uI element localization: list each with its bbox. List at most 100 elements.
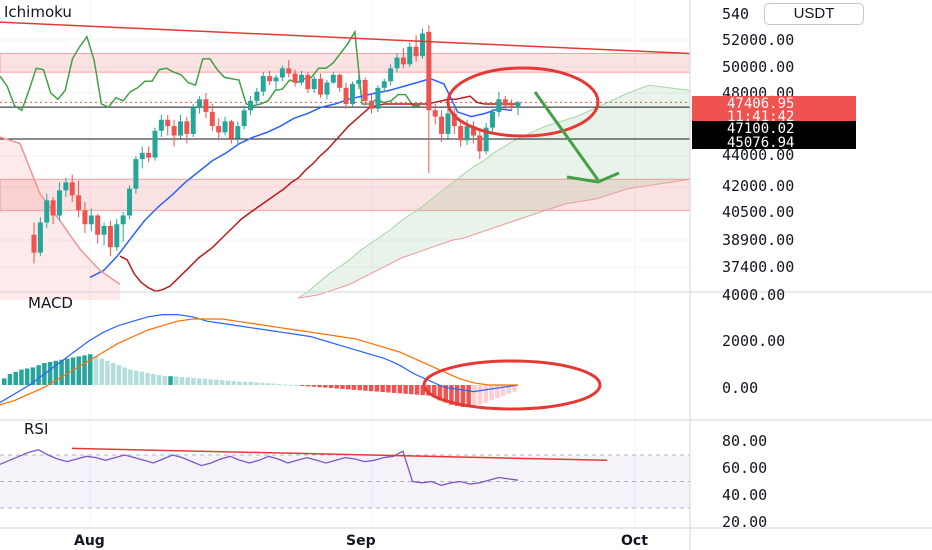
candle-body-57: [394, 57, 400, 69]
macd-bar-13: [76, 356, 82, 385]
macd-label: MACD: [28, 294, 73, 312]
macd-bar-10: [59, 359, 64, 385]
macd-bar-41: [237, 381, 242, 385]
candle-body-7: [76, 195, 82, 211]
candle-body-38: [273, 77, 279, 82]
candle-body-47: [330, 74, 336, 83]
macd-bar-33: [191, 377, 196, 385]
macd-bar-87: [500, 385, 506, 396]
ichimoku-pane[interactable]: [0, 21, 691, 300]
macd-bar-67: [386, 385, 391, 393]
macd-bar-75: [432, 385, 437, 396]
macd-bar-3: [19, 369, 24, 385]
macd-pane[interactable]: [0, 314, 602, 411]
price-tag-bg-last: [692, 96, 856, 110]
macd-bar-42: [242, 381, 248, 385]
candle-body-22: [171, 126, 177, 136]
macd-bar-56: [323, 385, 328, 388]
candle-body-11: [101, 226, 107, 235]
candle-body-72: [490, 111, 496, 128]
rsi-tick-3: 20.00: [722, 513, 767, 531]
macd-bar-70: [403, 385, 408, 394]
macd-bar-71: [409, 385, 414, 395]
candle-body-5: [63, 182, 69, 191]
macd-bar-69: [397, 385, 403, 394]
macd-bar-58: [334, 385, 340, 389]
candle-body-60: [413, 46, 419, 57]
cloud-left-fill: [0, 137, 120, 300]
macd-bar-72: [414, 385, 420, 395]
ichimoku-cloud: [297, 84, 691, 299]
macd-bar-32: [185, 377, 190, 385]
candle-body-17: [139, 152, 145, 160]
candle-body-40: [286, 68, 292, 74]
rsi-divergence-trend: [71, 447, 608, 462]
candle-body-62: [426, 31, 432, 111]
candle-body-70: [477, 135, 483, 152]
macd-bar-11: [65, 358, 70, 385]
candle-body-27: [203, 99, 209, 112]
macd-bar-9: [53, 360, 59, 385]
macd-bar-31: [179, 377, 185, 385]
macd-bar-24: [139, 371, 145, 385]
macd-bar-17: [99, 358, 104, 385]
candle-body-41: [292, 73, 298, 83]
candle-body-4: [56, 190, 62, 216]
candle-body-63: [432, 110, 438, 117]
macd-bar-84: [483, 385, 489, 403]
time-tick-aug: Aug: [74, 533, 105, 549]
macd-bar-80: [460, 385, 466, 407]
candle-body-76: [515, 102, 521, 108]
macd-bar-52: [300, 385, 305, 386]
macd-bar-20: [116, 365, 122, 385]
candle-body-69: [470, 126, 476, 136]
macd-tick-1: 2000.00: [722, 332, 785, 350]
candle-body-3: [50, 200, 56, 216]
senkou-b-left: [0, 136, 121, 285]
macd-bar-37: [214, 379, 219, 385]
ichimoku-lines: [0, 29, 520, 300]
bearish-arrow-shaft: [533, 91, 600, 181]
macd-bar-16: [93, 356, 99, 385]
rsi-pane[interactable]: [0, 447, 690, 509]
candle-body-58: [400, 57, 406, 65]
macd-bar-60: [346, 385, 351, 390]
candle-body-61: [419, 33, 425, 57]
candle-body-43: [305, 74, 311, 90]
macd-bar-51: [294, 385, 299, 386]
time-axis[interactable]: Aug Sep Oct: [74, 533, 648, 549]
macd-bar-19: [110, 363, 116, 385]
candle-body-8: [82, 210, 88, 225]
drawing-annotations[interactable]: [0, 21, 691, 184]
rsi-divergence-line[interactable]: [71, 447, 608, 462]
macd-highlight-circle: [422, 359, 602, 411]
macd-annotation[interactable]: [422, 359, 602, 411]
quote-currency-badge[interactable]: USDT: [764, 3, 864, 25]
price-tick-4: 44000.00: [722, 146, 794, 164]
macd-bar-88: [506, 385, 512, 394]
macd-bar-53: [305, 385, 311, 387]
macd-bar-43: [248, 381, 254, 385]
price-tick-8: 37400.00: [722, 258, 794, 276]
candle-body-52: [362, 80, 368, 101]
candle-body-16: [133, 159, 139, 189]
rsi-tick-2: 40.00: [722, 486, 767, 504]
macd-bar-5: [30, 367, 36, 385]
macd-bar-62: [357, 385, 362, 391]
candle-body-64: [439, 116, 445, 134]
candle-body-75: [509, 105, 515, 108]
rsi-band: [0, 454, 690, 509]
candle-body-54: [375, 87, 381, 109]
candle-body-24: [184, 121, 190, 134]
macd-bar-23: [133, 370, 139, 385]
cloud-fill: [298, 85, 690, 299]
price-tag-bg-level_a: [692, 121, 856, 135]
macd-bar-14: [82, 355, 87, 385]
macd-lines: [0, 314, 519, 406]
candle-body-35: [254, 91, 260, 101]
candle-body-10: [95, 215, 101, 235]
macd-bar-82: [472, 385, 477, 406]
price-axis[interactable]: 54052000.0050000.0048000.0044000.0042000…: [722, 5, 794, 531]
